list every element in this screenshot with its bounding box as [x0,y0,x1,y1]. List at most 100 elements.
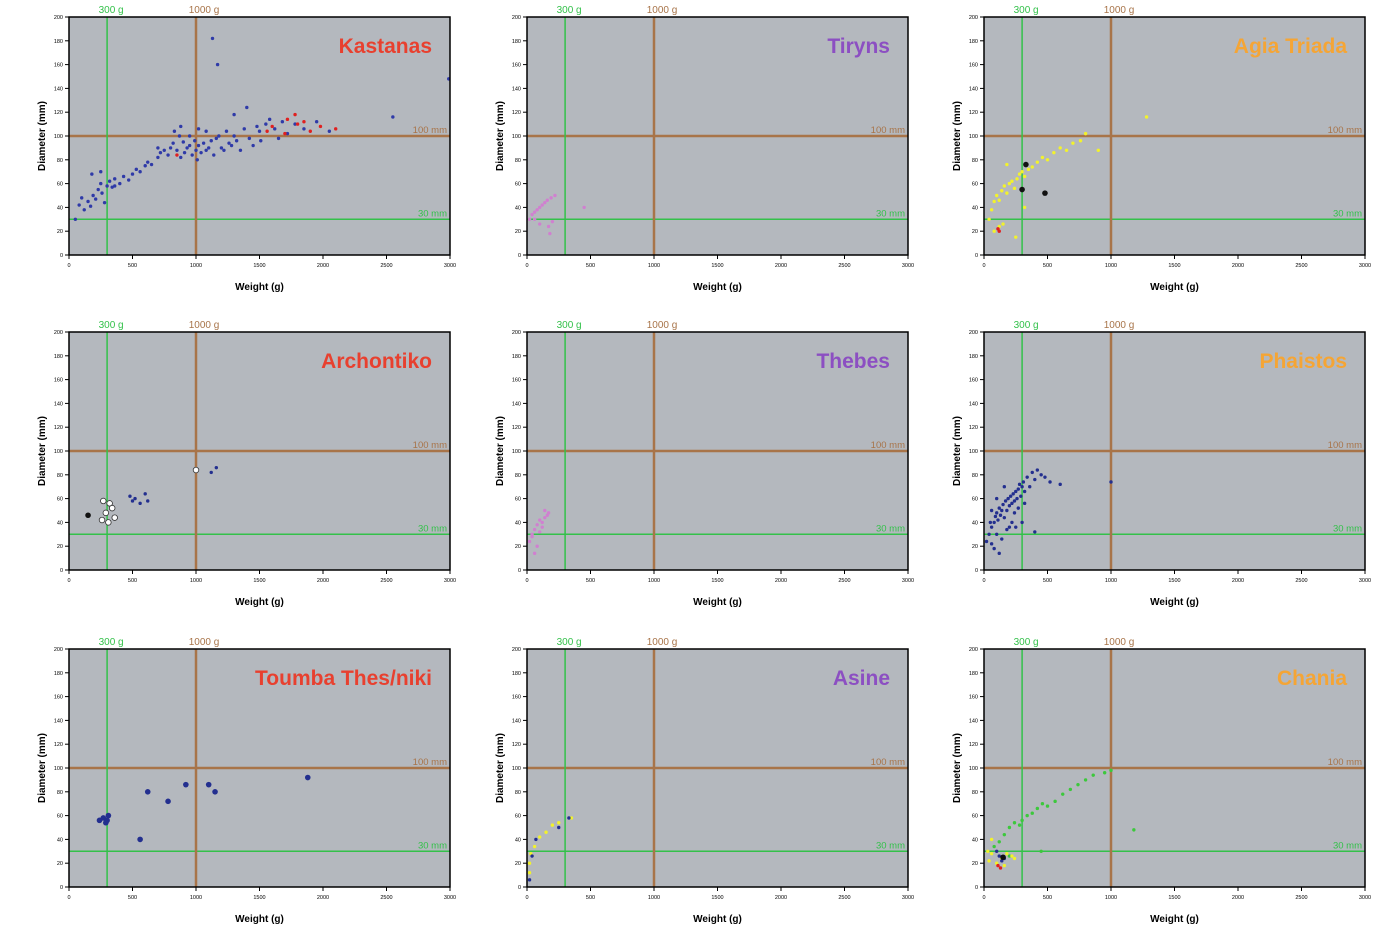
data-point [209,139,213,143]
data-point [543,200,547,205]
y-tick-label: 140 [969,718,978,724]
data-point [987,217,991,221]
x-tick-label: 0 [67,263,70,269]
chart-title: Kastanas [339,35,432,58]
data-point [995,496,999,501]
data-point [73,217,78,221]
data-point [995,532,999,536]
y-tick-label: 160 [512,378,521,384]
data-point [1016,487,1020,491]
data-point [1000,537,1004,541]
y-tick-label: 0 [518,568,521,574]
data-point [238,148,243,152]
data-point [992,844,996,849]
ref-label-30mm: 30 mm [876,840,905,851]
x-tick-label: 2000 [775,263,787,269]
data-point [215,62,220,67]
data-point [212,153,216,157]
data-point [1023,161,1029,168]
x-tick-label: 1000 [1105,895,1117,901]
data-point [175,148,179,152]
y-tick-label: 120 [54,425,63,431]
data-point [1012,186,1017,191]
data-point [143,164,147,168]
data-point [308,129,312,133]
x-tick-label: 1500 [711,895,723,901]
y-tick-label: 0 [60,885,63,891]
plot-frame [983,16,1366,256]
data-point [1144,115,1149,119]
y-tick-label: 60 [515,182,521,188]
x-tick-label: 500 [586,263,595,269]
y-tick-label: 0 [975,568,978,574]
data-point [1006,496,1010,501]
data-point [998,513,1003,517]
data-point [1011,492,1015,496]
x-tick-label: 500 [1043,263,1052,269]
data-point [1040,802,1045,806]
data-point [997,840,1001,844]
data-point [267,117,272,122]
data-point [229,143,234,148]
y-tick-label: 100 [969,766,978,772]
data-point [86,199,90,204]
data-point [1010,520,1014,525]
data-point [251,143,255,148]
data-point [553,193,557,198]
y-tick-label: 120 [512,742,521,748]
x-tick-label: 1000 [190,578,202,584]
data-point [293,122,297,126]
data-point [532,210,537,214]
x-tick-label: 2000 [317,578,329,584]
data-point [1039,849,1043,853]
ref-label-300g: 300 g [99,5,124,16]
x-tick-label: 1000 [648,578,660,584]
data-point [265,129,269,133]
data-point [162,148,166,152]
data-point [1012,821,1017,825]
chart-title: Phaistos [1259,350,1347,373]
data-point [194,148,198,152]
ref-label-300g: 300 g [557,5,582,16]
data-point [273,127,277,131]
x-tick-label: 0 [982,578,985,584]
ref-label-300g: 300 g [1014,5,1039,16]
data-point [1005,162,1009,167]
plot-frame [68,648,451,888]
x-tick-label: 3000 [444,263,456,269]
data-point [146,499,150,503]
y-tick-label: 160 [54,378,63,384]
data-point [1042,190,1048,196]
y-tick-label: 180 [969,671,978,677]
x-tick-label: 3000 [444,578,456,584]
data-point [302,120,306,124]
data-point [1096,148,1100,152]
data-point [214,465,219,470]
data-point [1002,832,1007,837]
data-point [527,871,532,875]
x-tick-label: 1000 [1105,263,1117,269]
data-point [391,115,395,119]
data-point [1001,222,1005,226]
ref-label-100mm: 100 mm [413,757,447,768]
y-tick-label: 60 [515,814,521,820]
y-tick-label: 40 [515,520,521,526]
data-point [1020,520,1024,525]
data-point [1014,235,1018,239]
data-point [199,150,203,155]
data-point [259,139,263,143]
y-tick-label: 40 [972,205,978,211]
y-tick-label: 100 [969,134,978,140]
data-point [1048,480,1052,484]
x-tick-label: 1500 [253,263,265,269]
data-point [1012,499,1017,503]
x-tick-label: 1000 [648,895,660,901]
y-tick-label: 20 [57,861,63,867]
data-point [545,198,550,202]
data-point [217,134,221,138]
data-point [234,139,239,143]
data-point [1007,854,1012,858]
x-tick-label: 0 [525,895,528,901]
data-point [538,205,542,210]
x-tick-label: 2500 [838,578,850,584]
